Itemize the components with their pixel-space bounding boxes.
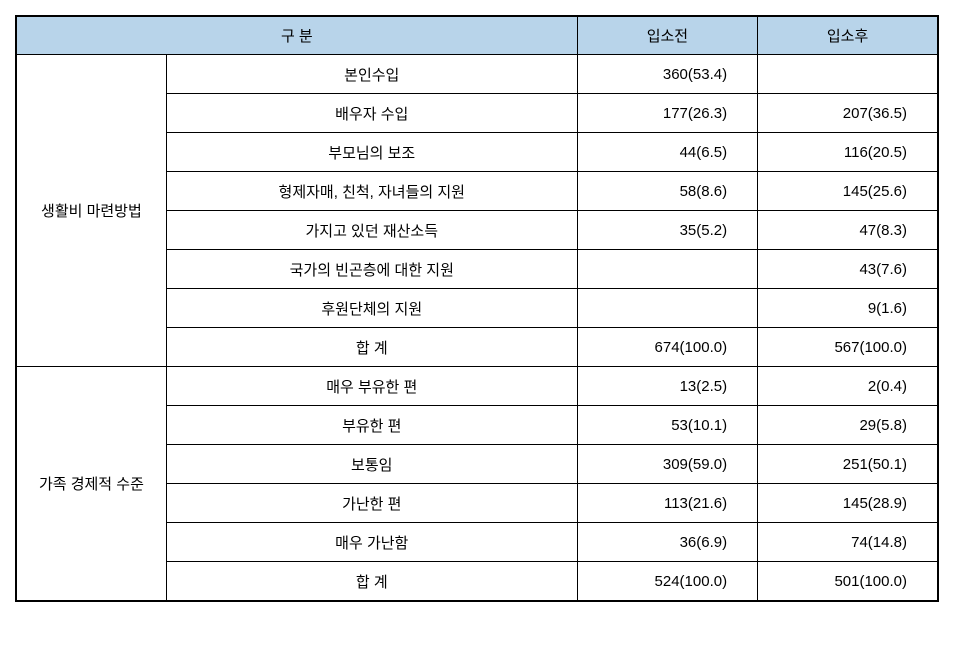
row-after: 251(50.1)	[758, 445, 938, 484]
row-desc: 부유한 편	[166, 406, 577, 445]
row-after: 207(36.5)	[758, 94, 938, 133]
header-before: 입소전	[577, 16, 757, 55]
row-after: 116(20.5)	[758, 133, 938, 172]
header-after: 입소후	[758, 16, 938, 55]
row-before: 309(59.0)	[577, 445, 757, 484]
row-desc: 합 계	[166, 562, 577, 602]
row-desc: 매우 가난함	[166, 523, 577, 562]
row-before: 53(10.1)	[577, 406, 757, 445]
row-before: 13(2.5)	[577, 367, 757, 406]
row-after: 74(14.8)	[758, 523, 938, 562]
section-label: 가족 경제적 수준	[16, 367, 166, 602]
row-desc: 매우 부유한 편	[166, 367, 577, 406]
row-desc: 가난한 편	[166, 484, 577, 523]
row-after: 2(0.4)	[758, 367, 938, 406]
row-after: 47(8.3)	[758, 211, 938, 250]
row-desc: 배우자 수입	[166, 94, 577, 133]
row-after: 9(1.6)	[758, 289, 938, 328]
row-before: 58(8.6)	[577, 172, 757, 211]
row-before: 35(5.2)	[577, 211, 757, 250]
row-before: 674(100.0)	[577, 328, 757, 367]
row-before: 177(26.3)	[577, 94, 757, 133]
header-group: 구 분	[16, 16, 577, 55]
row-desc: 부모님의 보조	[166, 133, 577, 172]
row-desc: 형제자매, 친척, 자녀들의 지원	[166, 172, 577, 211]
row-before: 360(53.4)	[577, 55, 757, 94]
section-label: 생활비 마련방법	[16, 55, 166, 367]
row-before	[577, 250, 757, 289]
row-after: 145(25.6)	[758, 172, 938, 211]
table-header: 구 분 입소전 입소후	[16, 16, 938, 55]
table-body: 생활비 마련방법 본인수입 360(53.4) 배우자 수입 177(26.3)…	[16, 55, 938, 602]
row-desc: 가지고 있던 재산소득	[166, 211, 577, 250]
row-desc: 합 계	[166, 328, 577, 367]
row-desc: 후원단체의 지원	[166, 289, 577, 328]
row-desc: 보통임	[166, 445, 577, 484]
row-after	[758, 55, 938, 94]
row-after: 43(7.6)	[758, 250, 938, 289]
row-after: 29(5.8)	[758, 406, 938, 445]
table-row: 가족 경제적 수준 매우 부유한 편 13(2.5) 2(0.4)	[16, 367, 938, 406]
row-after: 567(100.0)	[758, 328, 938, 367]
row-desc: 본인수입	[166, 55, 577, 94]
row-desc: 국가의 빈곤층에 대한 지원	[166, 250, 577, 289]
row-after: 501(100.0)	[758, 562, 938, 602]
data-table: 구 분 입소전 입소후 생활비 마련방법 본인수입 360(53.4) 배우자 …	[15, 15, 939, 602]
row-before: 36(6.9)	[577, 523, 757, 562]
row-after: 145(28.9)	[758, 484, 938, 523]
row-before: 44(6.5)	[577, 133, 757, 172]
row-before	[577, 289, 757, 328]
row-before: 113(21.6)	[577, 484, 757, 523]
table-row: 생활비 마련방법 본인수입 360(53.4)	[16, 55, 938, 94]
row-before: 524(100.0)	[577, 562, 757, 602]
